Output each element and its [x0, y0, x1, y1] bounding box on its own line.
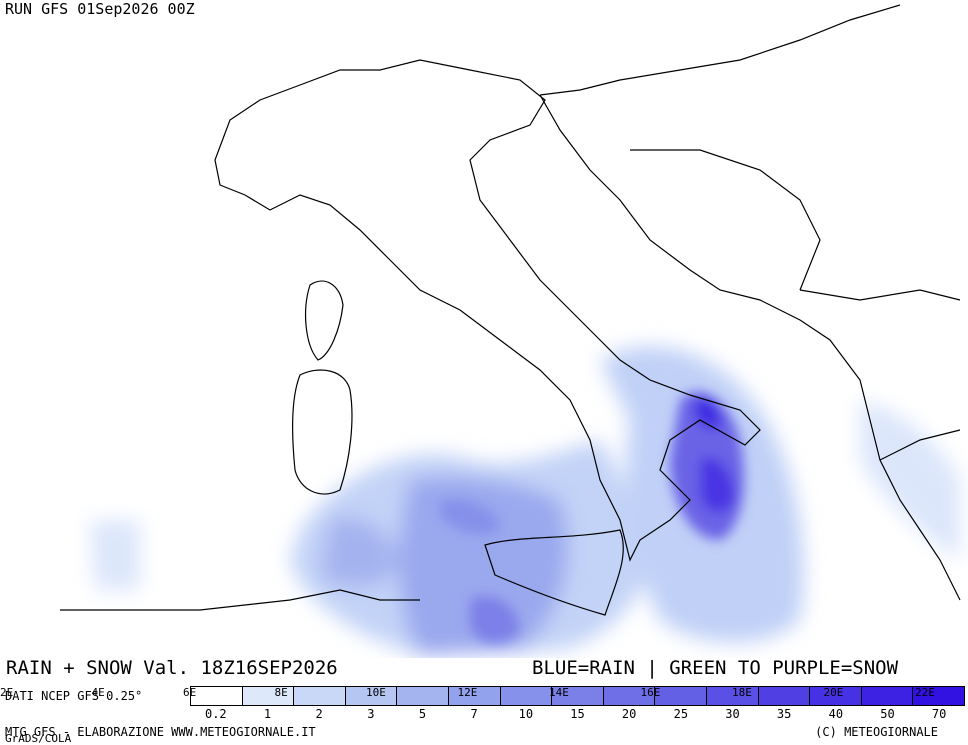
longitude-label: 16E: [640, 686, 661, 699]
colorbar-label: 7: [470, 707, 478, 721]
longitude-label: 18E: [732, 686, 752, 699]
coastlines: [60, 4, 961, 616]
colorbar-label: 35: [776, 707, 792, 721]
colorbar-label: 25: [673, 707, 689, 721]
colorbar-swatch: [809, 687, 861, 705]
colorbar-label: 5: [418, 707, 427, 721]
colorbar-swatch: [757, 687, 810, 705]
longitude-label: 12E: [457, 686, 478, 699]
colorbar-swatch: [447, 687, 500, 705]
source-note: DATI NCEP GFS 0.25°: [5, 689, 143, 703]
colorbar-swatch: [191, 687, 242, 705]
colorbar-swatch: [860, 687, 913, 705]
legend-note: BLUE=RAIN | GREEN TO PURPLE=SNOW: [532, 657, 899, 679]
colorbar-label: 1: [263, 707, 272, 721]
colorbar-swatch: [551, 687, 603, 705]
colorbar-swatch: [293, 687, 345, 705]
footer-credit: MTG GFS - ELABORAZIONE WWW.METEOGIORNALE…: [5, 725, 316, 739]
colorbar-swatch: [654, 687, 706, 705]
longitude-label: 4E: [91, 686, 105, 699]
longitude-label: 10E: [366, 686, 386, 699]
run-title: RUN GFS 01Sep2026 00Z: [5, 0, 195, 18]
product-title: RAIN + SNOW Val. 18Z16SEP2026: [6, 657, 338, 679]
colorbar: [190, 686, 965, 706]
precipitation-map: [60, 4, 961, 655]
longitude-label: 2E: [0, 686, 14, 699]
footer-copyright: (C) METEOGIORNALE: [815, 725, 938, 739]
colorbar-label: 3: [367, 707, 375, 721]
colorbar-label: 40: [828, 707, 844, 721]
precipitation-field: [90, 346, 960, 655]
longitude-label: 20E: [823, 686, 844, 699]
colorbar-swatch: [344, 687, 397, 705]
longitude-label: 14E: [549, 686, 569, 699]
longitude-label: 22E: [915, 686, 935, 699]
colorbar-label: 20: [621, 707, 637, 721]
colorbar-swatch: [602, 687, 655, 705]
colorbar-swatch: [912, 687, 964, 705]
colorbar-label: 50: [880, 707, 895, 721]
footer-grads: GrADS/COLA: [5, 732, 72, 745]
colorbar-label: 10: [518, 707, 534, 721]
precipitation-core: [440, 392, 744, 643]
longitude-label: 6E: [183, 686, 197, 699]
colorbar-swatch: [499, 687, 552, 705]
colorbar-swatch: [705, 687, 758, 705]
longitude-label: 8E: [274, 686, 288, 699]
colorbar-label: 0.2: [204, 707, 227, 721]
colorbar-label: 2: [315, 707, 323, 721]
colorbar-swatch: [396, 687, 448, 705]
colorbar-label: 70: [931, 707, 947, 721]
colorbar-label: 15: [570, 707, 585, 721]
colorbar-swatch: [241, 687, 294, 705]
colorbar-label: 30: [725, 707, 740, 721]
